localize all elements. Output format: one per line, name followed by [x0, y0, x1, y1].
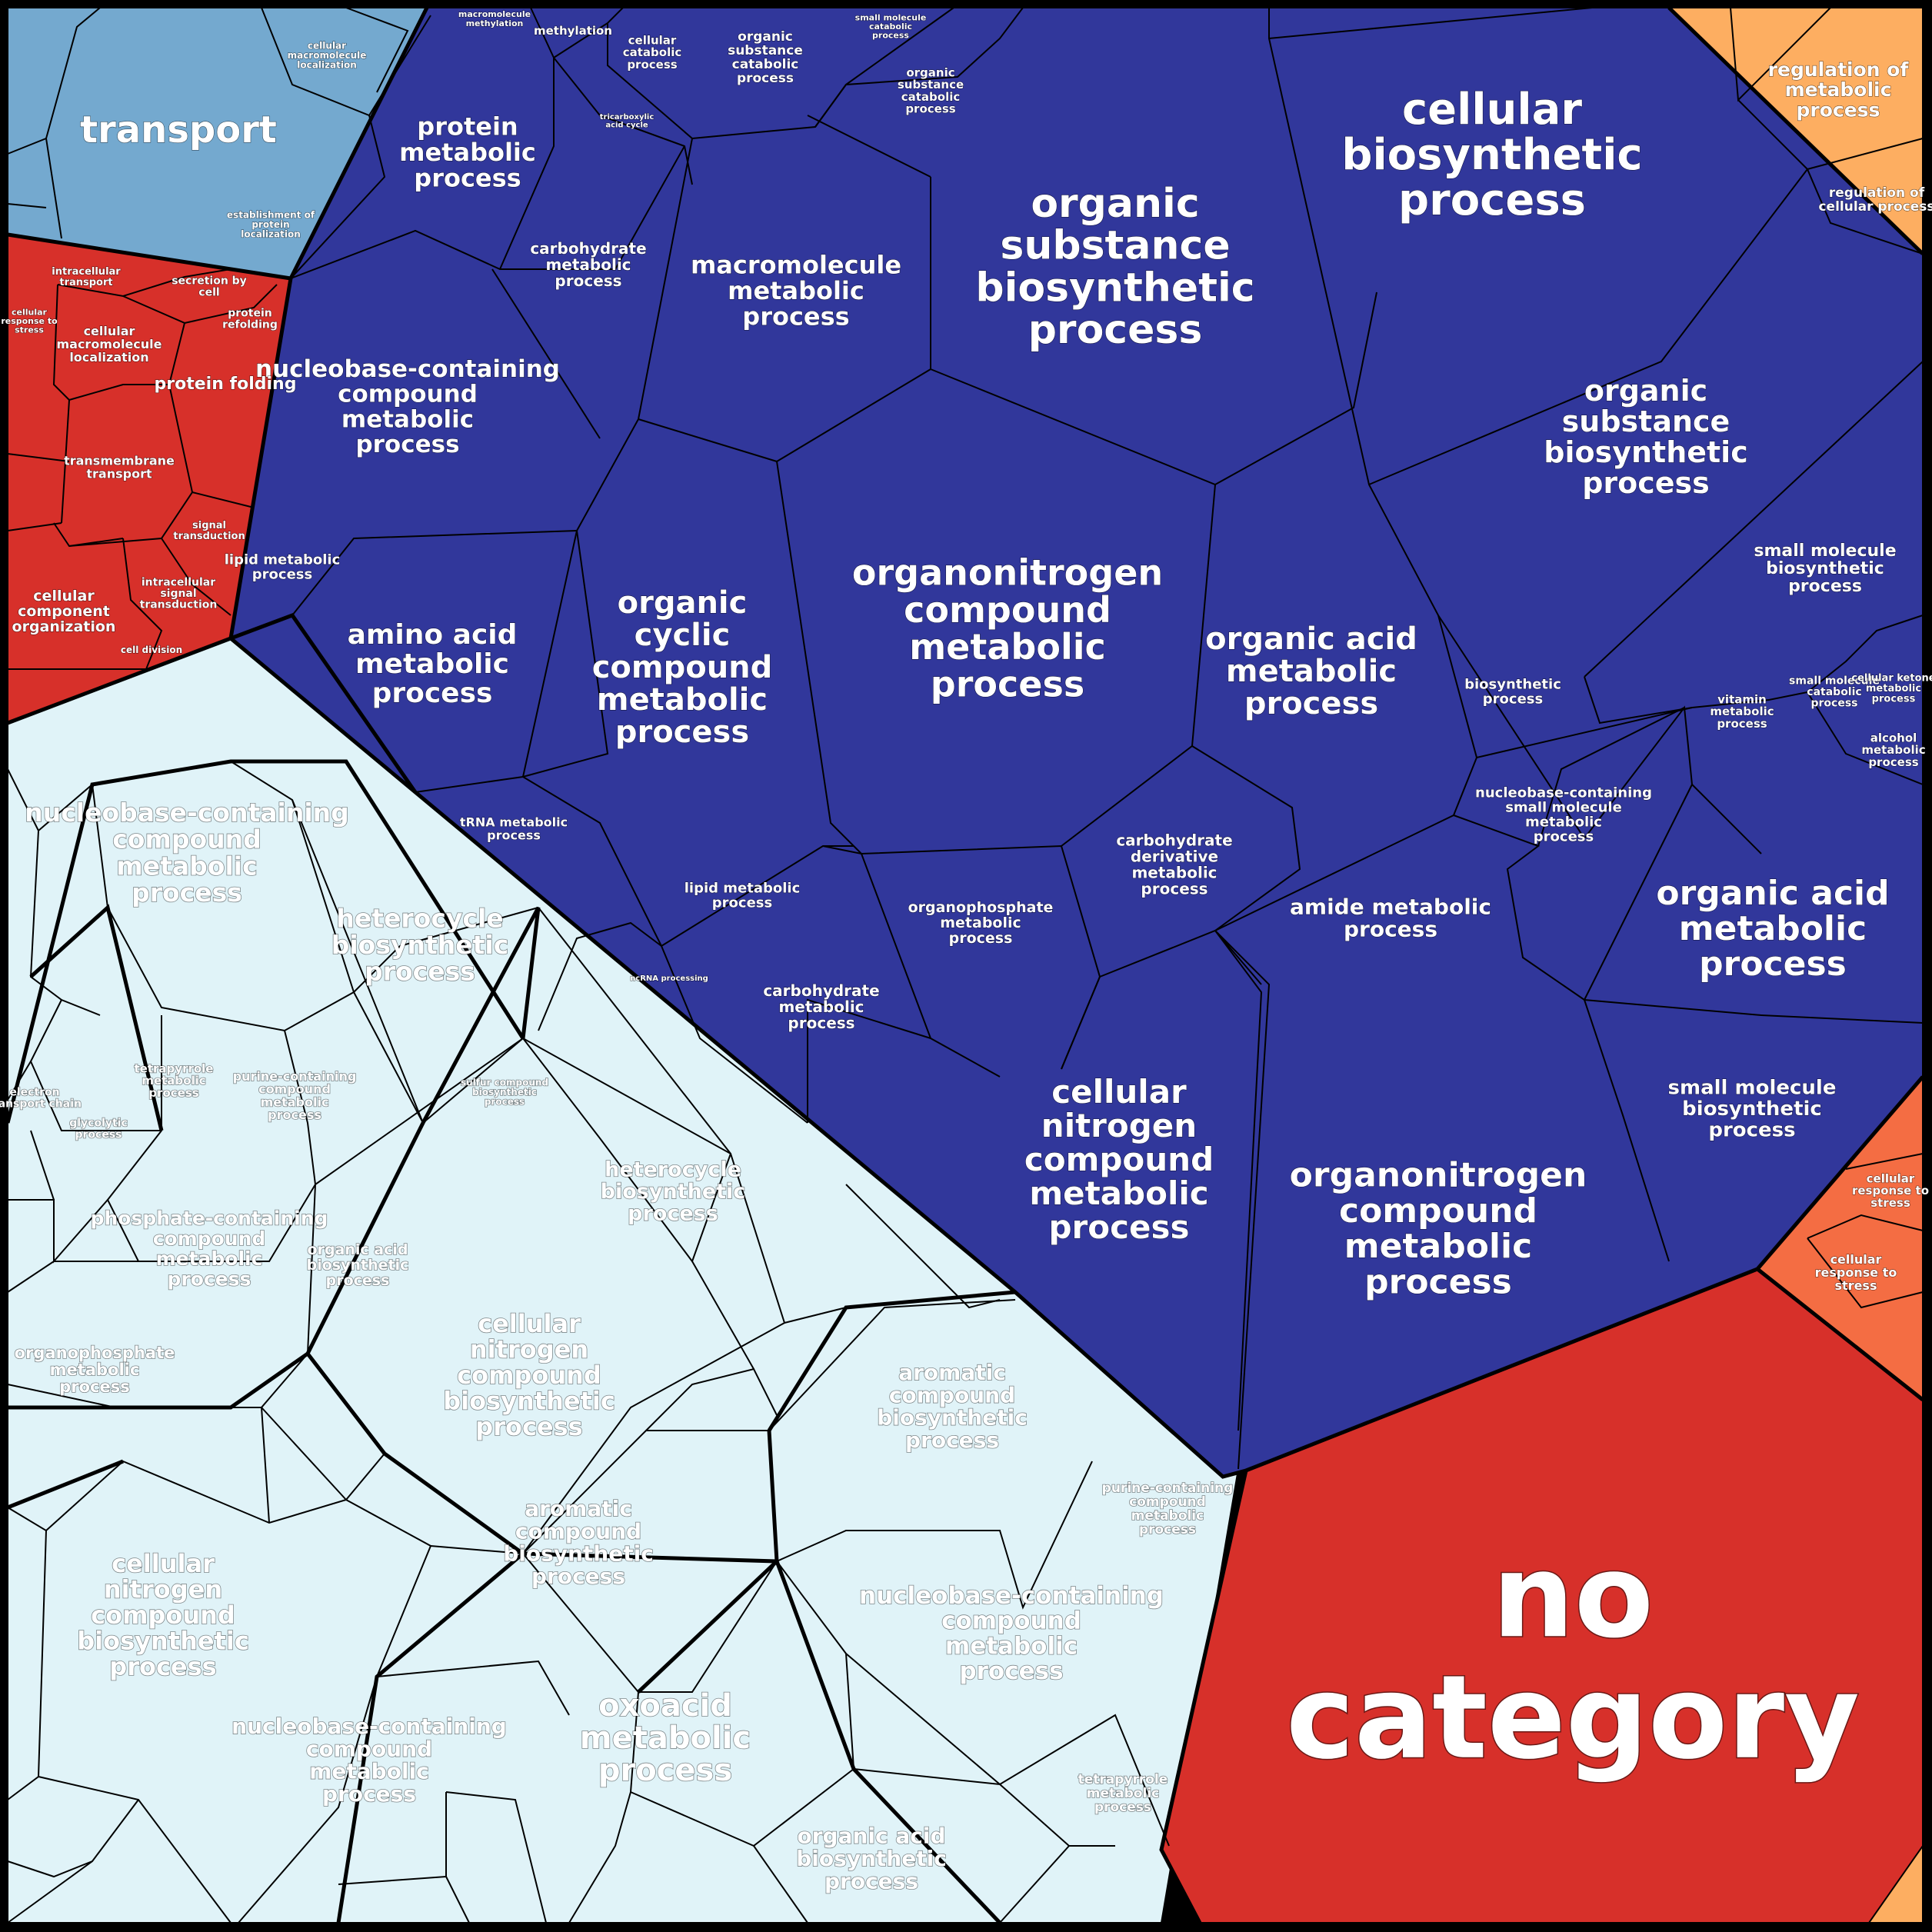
- cell-organonitrogen-lower: organonitrogen compound metabolic process: [1290, 1156, 1587, 1302]
- cell-regulation-cellular: regulation of cellular process: [1818, 185, 1932, 215]
- cell-organic-substance-biosynthetic-right: organic substance biosynthetic process: [1544, 374, 1747, 500]
- cell-nucleobase-light-1: nucleobase-containing compound metabolic pr…: [25, 798, 349, 908]
- cell-ncrna: ncRNA processing: [630, 974, 708, 983]
- cell-heterocycle-bio-1: heterocycle biosynthetic process: [331, 903, 509, 986]
- cell-tetrapyrrole-2: tetrapyrrole metabolic process: [1078, 1772, 1168, 1815]
- cell-labels: cellular biosynthetic process organic subst…: [0, 9, 1932, 1895]
- cell-macromolecule-methylation: macromolecule methylation: [458, 9, 531, 28]
- cell-cell-division: cell division: [121, 645, 182, 655]
- cell-organophosphate-dark: organophosphate metabolic process: [908, 899, 1054, 947]
- cell-cellular-response-stress-red: cellular response to stress: [1, 307, 58, 335]
- cell-trna: tRNA metabolic process: [460, 814, 568, 842]
- cell-cellular-macro-loc-red: cellular macromolecule localization: [56, 324, 162, 365]
- cell-signal-transduction: signal transduction: [173, 520, 245, 542]
- cell-intracellular-transport: intracellular transport: [52, 266, 121, 288]
- cell-organic-acid-right: organic acid metabolic process: [1656, 874, 1889, 984]
- cell-organonitrogen-center: organonitrogen compound metabolic process: [852, 551, 1163, 705]
- cell-vitamin: vitamin metabolic process: [1710, 692, 1774, 731]
- cell-nucleobase-light-3: nucleobase-containing compound metabolic pr…: [232, 1714, 507, 1807]
- cell-alcohol: alcohol metabolic process: [1861, 731, 1925, 769]
- region-fills: [7, 7, 1924, 1924]
- cell-oxoacid: oxoacid metabolic process: [580, 1688, 751, 1788]
- cell-organic-substance-catabolic-2: organic substance catabolic process: [898, 65, 964, 115]
- cell-carb-derivative: carbohydrate derivative metabolic process: [1116, 831, 1232, 898]
- group-no-category-label: no category: [1286, 1530, 1860, 1785]
- cell-purine-2: purine-containing compound metabolic proces…: [1102, 1481, 1234, 1537]
- cell-cellular-catabolic: cellular catabolic process: [623, 33, 682, 72]
- cell-heterocycle-bio-2: heterocycle biosynthetic process: [601, 1158, 746, 1225]
- cell-biosynthetic: biosynthetic process: [1464, 677, 1561, 708]
- cell-cellular-biosynthetic: cellular biosynthetic process: [1341, 85, 1642, 225]
- cell-aromatic-bio-2: aromatic compound biosynthetic process: [503, 1496, 654, 1589]
- cell-transmembrane: transmembrane transport: [64, 453, 175, 481]
- cell-cellular-response-stress-1: cellular response to stress: [1852, 1171, 1929, 1210]
- cell-cellular-component-org: cellular component organization: [12, 588, 116, 635]
- cell-cellular-response-stress-2: cellular response to stress: [1815, 1252, 1897, 1293]
- cell-organic-acid-bio-2: organic acid biosynthetic process: [307, 1241, 409, 1289]
- cell-protein-folding: protein folding: [155, 375, 297, 394]
- cell-amide: amide metabolic process: [1290, 894, 1491, 941]
- cell-amino-acid: amino acid metabolic process: [348, 619, 518, 709]
- cell-nucleobase-light-2: nucleobase-containing compound metabolic pr…: [859, 1582, 1164, 1685]
- cell-small-molecule-catabolic: small molecule catabolic process: [1789, 675, 1880, 709]
- cell-phosphate-containing: phosphate-containing compound metabolic pro…: [91, 1208, 328, 1291]
- cell-organic-acid-center: organic acid metabolic process: [1205, 621, 1417, 721]
- cell-nucleobase-small: nucleobase-containing small molecule metab…: [1475, 785, 1652, 845]
- cell-organic-substance-biosynthetic-top: organic substance biosynthetic process: [975, 181, 1254, 353]
- cell-organic-cyclic: organic cyclic compound metabolic process: [592, 585, 773, 750]
- cell-lipid-mid: lipid metabolic process: [685, 881, 801, 911]
- cell-lipid-left: lipid metabolic process: [225, 552, 341, 583]
- cell-nucleobase-dark: nucleobase-containing compound metabolic pr…: [255, 355, 560, 458]
- cell-small-molecule-catabolic-top: small molecule catabolic process: [855, 12, 927, 40]
- group-transport-label: transport: [80, 108, 277, 152]
- cell-small-molecule-bio-2: small molecule biosynthetic process: [1668, 1076, 1837, 1141]
- cell-protein-refolding: protein refolding: [222, 308, 278, 331]
- cell-electron-transport: electrontransport chain: [0, 1087, 82, 1111]
- cell-macromolecule-metabolic: macromolecule metabolic process: [691, 250, 901, 331]
- cell-secretion: secretion by cell: [172, 275, 247, 299]
- cell-organic-substance-catabolic-1: organic substance catabolic process: [728, 29, 803, 86]
- group-regulation-label: regulation of metabolic process: [1768, 58, 1910, 122]
- cell-aromatic-bio-1: aromatic compound biosynthetic process: [877, 1360, 1028, 1453]
- cell-cellular-nitrogen-bio-1: cellular nitrogen compound biosynthetic proc…: [443, 1309, 615, 1441]
- cell-cellular-nitrogen: cellular nitrogen compound metabolic process: [1024, 1072, 1214, 1245]
- cell-organophosphate-light: organophosphate metabolic process: [15, 1344, 175, 1396]
- cell-intracellular-signal: intracellular signal transduction: [140, 576, 218, 611]
- cell-glycolytic: glycolytic process: [69, 1118, 128, 1141]
- cell-tca: tricarboxylic acid cycle: [600, 113, 655, 130]
- cell-cellular-ketone: cellular ketone metabolic process: [1851, 672, 1932, 705]
- cell-small-molecule-bio-1: small molecule biosynthetic process: [1754, 541, 1896, 596]
- cell-carbohydrate-upper: carbohydrate metabolic process: [530, 239, 646, 290]
- region-response-corner: [1867, 1843, 1924, 1924]
- cell-protein-metabolic: protein metabolic process: [399, 112, 536, 192]
- cell-purine-1: purine-containing compound metabolic proces…: [233, 1068, 357, 1121]
- cell-organic-acid-bio-1: organic acid biosynthetic process: [796, 1824, 947, 1894]
- cell-tetrapyrrole-1: tetrapyrrole metabolic process: [135, 1061, 214, 1100]
- cell-sulfur-bio: sulfur compound biosynthetic process: [461, 1077, 548, 1107]
- cell-methylation: methylation: [534, 24, 612, 38]
- cell-protein-localization: establishment of protein localization: [227, 209, 315, 239]
- cell-cellular-nitrogen-bio-2: cellular nitrogen compound biosynthetic proc…: [77, 1549, 249, 1681]
- cell-cellular-macro-loc: cellular macromolecule localization: [288, 40, 367, 70]
- cell-carbohydrate-lower: carbohydrate metabolic process: [763, 981, 879, 1032]
